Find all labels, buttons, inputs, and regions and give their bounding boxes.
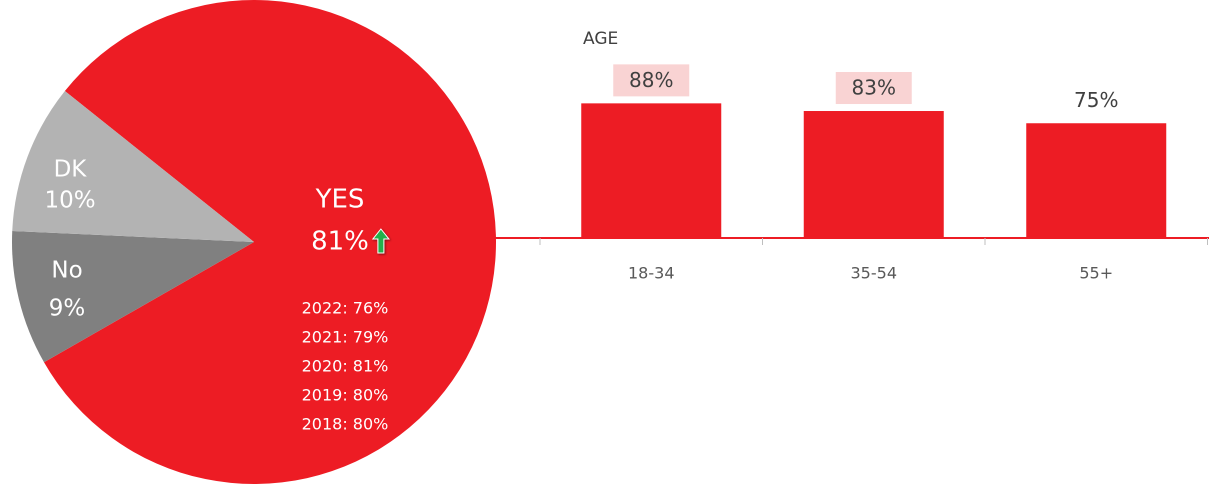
bar [803,111,944,238]
x-tick-label: 18-34 [628,264,675,283]
pie-slice [44,0,496,485]
trend-up-arrow [371,228,390,254]
slice-label: YES [315,185,365,215]
x-tick-label: 35-54 [851,264,898,283]
value-label-background [835,72,912,105]
slice-value-label: 81% [311,227,369,257]
history-annotation: 2020: 81% [302,357,389,376]
bar-value-label: 83% [852,76,896,100]
slice-label: DK [54,157,88,183]
bar-value-label: 88% [629,68,673,92]
pie-slice [12,231,255,363]
slice-value-label: 9% [49,296,86,322]
history-annotation: 2022: 76% [302,299,389,318]
bar [1026,123,1167,238]
pie-slice [12,91,255,242]
bar [581,103,722,238]
bar-chart-title: AGE [583,29,618,49]
value-label-background [613,64,690,97]
slice-value-label: 10% [44,188,95,214]
history-annotation: 2018: 80% [302,415,389,434]
x-tick-label: 55+ [1079,264,1113,283]
slice-label: No [51,258,82,284]
history-annotation: 2021: 79% [302,328,389,347]
history-annotation: 2019: 80% [302,386,389,405]
bar-value-label: 75% [1074,88,1118,112]
